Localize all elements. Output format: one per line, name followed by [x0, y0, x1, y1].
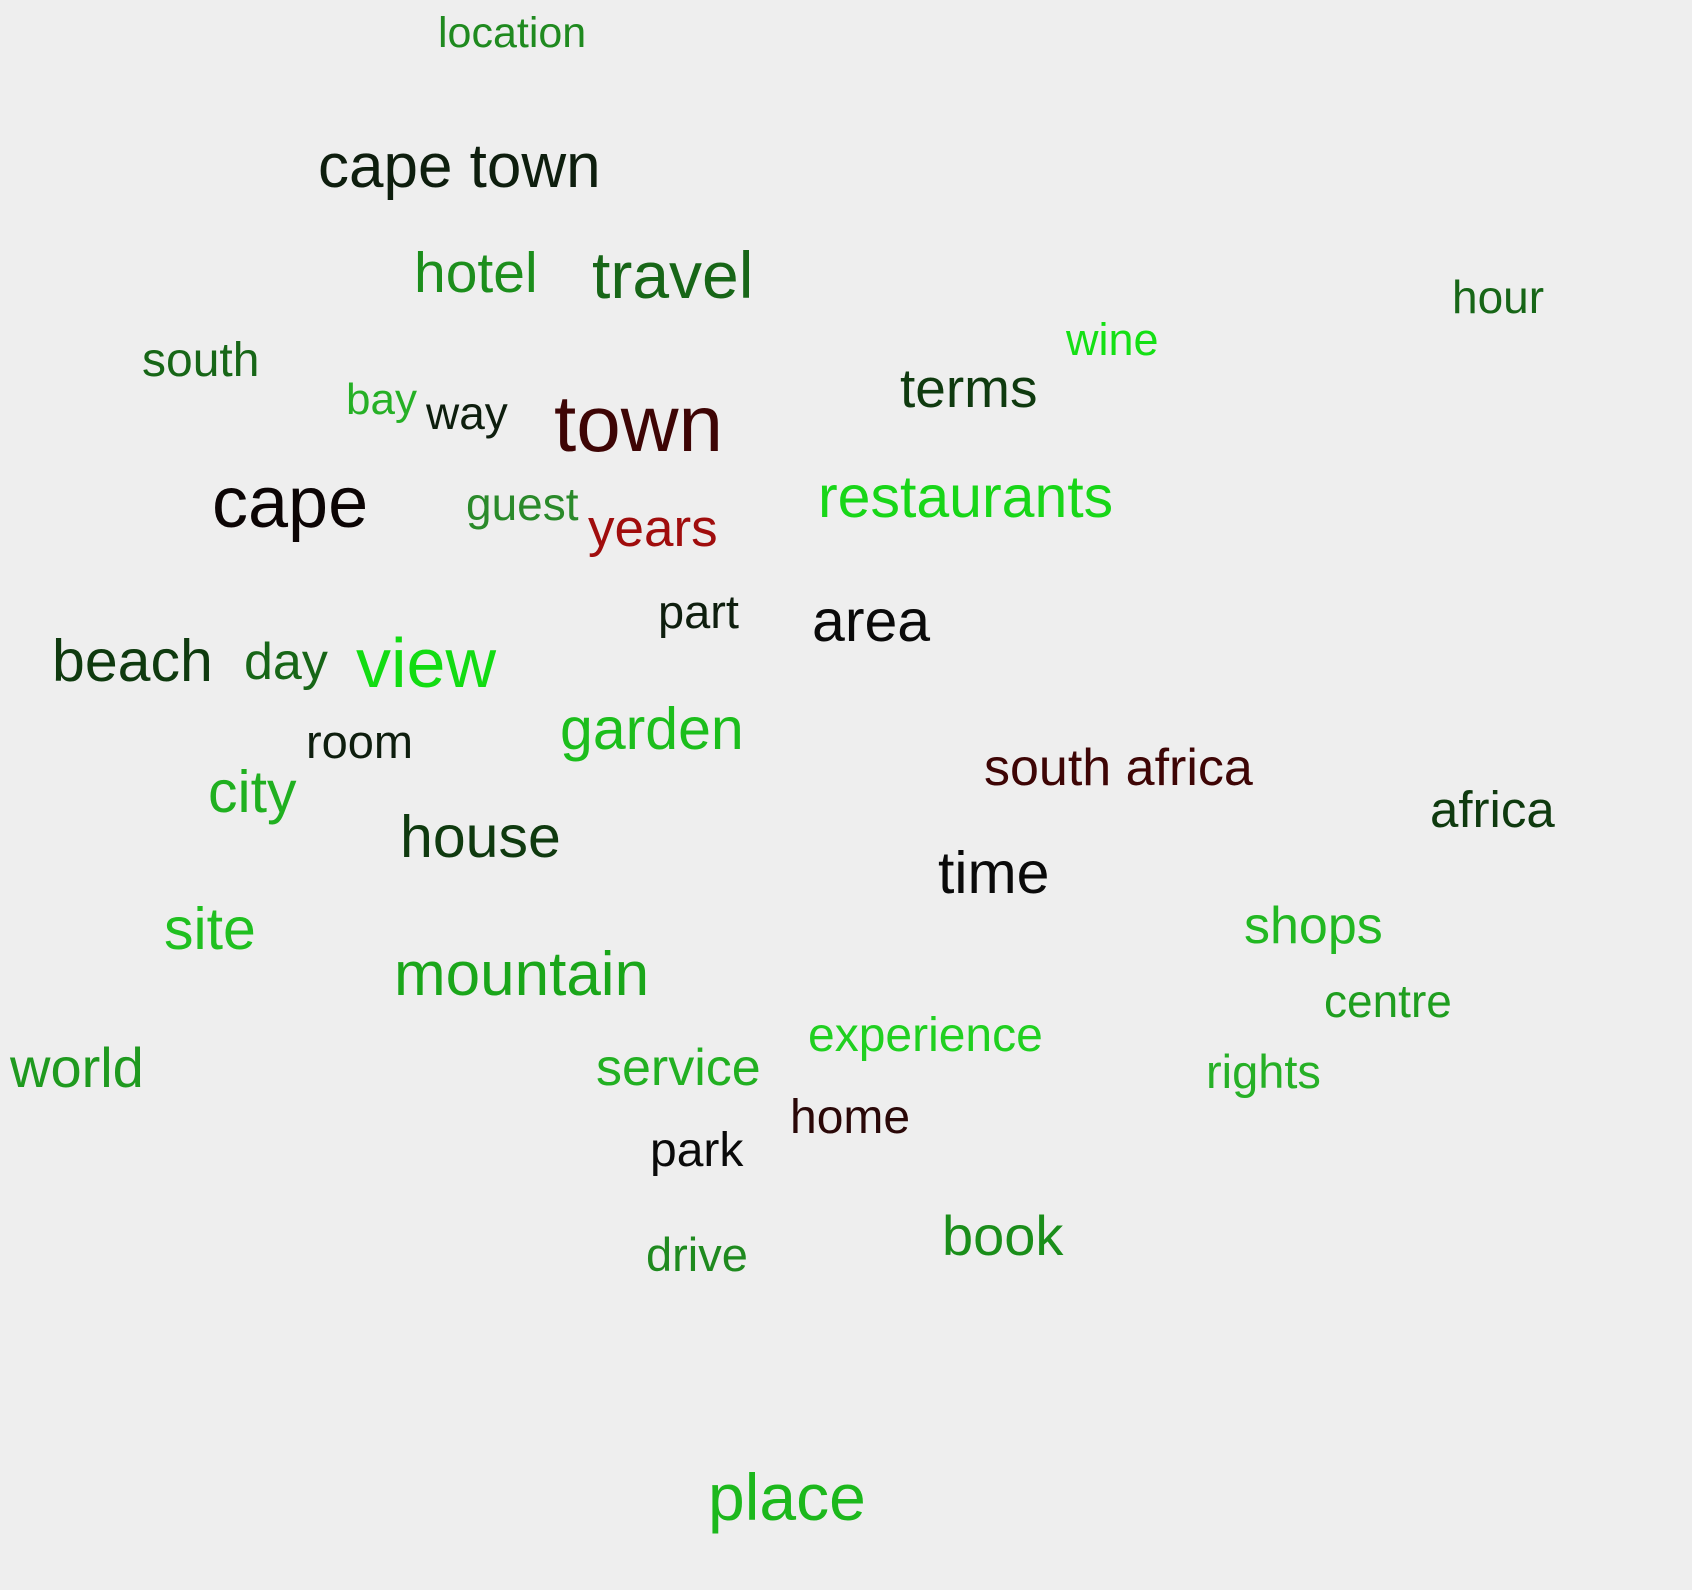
word-city: city [208, 759, 297, 825]
word-shops: shops [1244, 897, 1383, 955]
word-way: way [426, 387, 508, 439]
word-africa: africa [1430, 781, 1555, 838]
word-world: world [10, 1036, 144, 1099]
word-day: day [244, 633, 328, 691]
word-house: house [400, 804, 561, 870]
word-terms: terms [900, 357, 1038, 419]
word-mountain: mountain [394, 940, 650, 1009]
word-experience: experience [808, 1009, 1043, 1062]
word-book: book [942, 1204, 1064, 1267]
word-cape-town: cape town [318, 132, 601, 201]
word-home: home [790, 1091, 911, 1144]
word-wine: wine [1066, 314, 1159, 365]
word-room: room [306, 715, 414, 768]
word-park: park [650, 1124, 744, 1177]
word-rights: rights [1206, 1045, 1321, 1098]
word-bay: bay [346, 375, 417, 424]
word-area: area [812, 588, 931, 654]
word-site: site [164, 896, 256, 962]
word-hour: hour [1452, 271, 1545, 323]
word-centre: centre [1324, 975, 1452, 1027]
word-cape: cape [212, 463, 369, 543]
word-south: south [142, 334, 260, 387]
word-restaurants: restaurants [818, 464, 1114, 530]
word-view: view [356, 624, 497, 702]
word-south-africa: south africa [984, 739, 1253, 797]
word-years: years [588, 499, 718, 558]
word-part: part [658, 585, 739, 638]
word-service: service [596, 1039, 761, 1097]
word-hotel: hotel [414, 241, 538, 305]
word-town: town [554, 379, 723, 468]
word-garden: garden [560, 696, 744, 762]
word-travel: travel [592, 238, 754, 312]
word-place: place [708, 1460, 866, 1534]
word-beach: beach [52, 628, 213, 694]
word-location: location [438, 9, 587, 57]
word-drive: drive [646, 1228, 748, 1281]
word-guest: guest [466, 478, 579, 530]
word-time: time [938, 840, 1050, 906]
